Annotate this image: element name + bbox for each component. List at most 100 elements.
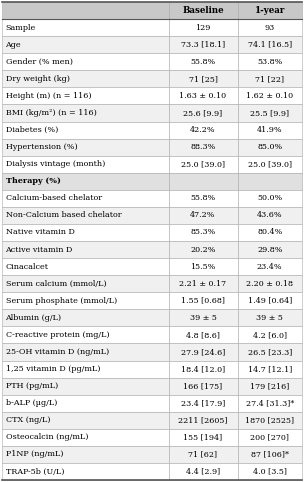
Bar — [2, 292, 168, 309]
Text: Therapy (%): Therapy (%) — [5, 177, 60, 185]
Bar — [237, 309, 302, 326]
Bar — [168, 275, 237, 292]
Text: Cinacalcet: Cinacalcet — [5, 263, 49, 270]
Text: 41.9%: 41.9% — [257, 126, 282, 134]
Bar — [168, 156, 237, 173]
Bar — [237, 463, 302, 480]
Bar — [237, 138, 302, 156]
Text: 73.3 [18.1]: 73.3 [18.1] — [181, 40, 225, 49]
Text: 25-OH vitamin D (ng/mL): 25-OH vitamin D (ng/mL) — [5, 348, 109, 356]
Bar — [237, 190, 302, 207]
Text: Serum phosphate (mmol/L): Serum phosphate (mmol/L) — [5, 297, 117, 305]
Text: 55.8%: 55.8% — [190, 58, 216, 66]
Text: PTH (pg/mL): PTH (pg/mL) — [5, 382, 58, 390]
Text: 50.0%: 50.0% — [257, 194, 282, 202]
Bar — [168, 412, 237, 429]
Bar — [237, 19, 302, 36]
Text: 71 [25]: 71 [25] — [188, 75, 217, 83]
Text: 200 [270]: 200 [270] — [250, 433, 289, 442]
Text: 25.0 [39.0]: 25.0 [39.0] — [181, 160, 225, 168]
Bar — [168, 138, 237, 156]
Bar — [237, 156, 302, 173]
Text: Active vitamin D: Active vitamin D — [5, 245, 73, 254]
Text: 4.8 [8.6]: 4.8 [8.6] — [186, 331, 220, 339]
Bar — [2, 121, 168, 138]
Bar — [168, 395, 237, 412]
Text: 2211 [2605]: 2211 [2605] — [178, 416, 228, 424]
Text: 2.20 ± 0.18: 2.20 ± 0.18 — [246, 280, 293, 288]
Text: Dialysis vintage (month): Dialysis vintage (month) — [5, 160, 105, 168]
Text: Albumin (g/L): Albumin (g/L) — [5, 314, 62, 322]
Text: BMI (kg/m²) (n = 116): BMI (kg/m²) (n = 116) — [5, 109, 96, 117]
Bar — [168, 87, 237, 105]
Bar — [237, 121, 302, 138]
Text: 129: 129 — [195, 24, 211, 32]
Bar — [2, 258, 168, 275]
Text: 39 ± 5: 39 ± 5 — [256, 314, 283, 322]
Bar — [237, 70, 302, 87]
Text: 85.0%: 85.0% — [257, 143, 282, 151]
Bar — [237, 2, 302, 19]
Text: 1870 [2525]: 1870 [2525] — [245, 416, 294, 424]
Text: 80.4%: 80.4% — [257, 228, 282, 237]
Bar — [237, 173, 302, 190]
Text: P1NP (ng/mL): P1NP (ng/mL) — [5, 450, 63, 458]
Text: 20.2%: 20.2% — [190, 245, 216, 254]
Bar — [2, 275, 168, 292]
Bar — [2, 138, 168, 156]
Bar — [237, 275, 302, 292]
Text: 43.6%: 43.6% — [257, 212, 282, 219]
Bar — [168, 344, 237, 361]
Text: Baseline: Baseline — [182, 6, 224, 15]
Text: 85.3%: 85.3% — [190, 228, 216, 237]
Text: 2.21 ± 0.17: 2.21 ± 0.17 — [179, 280, 226, 288]
Text: 74.1 [16.5]: 74.1 [16.5] — [248, 40, 292, 49]
Bar — [168, 121, 237, 138]
Bar — [2, 446, 168, 463]
Bar — [237, 207, 302, 224]
Bar — [168, 326, 237, 344]
Bar — [237, 258, 302, 275]
Text: 1,25 vitamin D (pg/mL): 1,25 vitamin D (pg/mL) — [5, 365, 100, 373]
Bar — [2, 326, 168, 344]
Text: 26.5 [23.3]: 26.5 [23.3] — [247, 348, 292, 356]
Text: Calcium-based chelator: Calcium-based chelator — [5, 194, 102, 202]
Bar — [237, 87, 302, 105]
Text: 4.2 [6.0]: 4.2 [6.0] — [253, 331, 287, 339]
Text: 71 [22]: 71 [22] — [255, 75, 284, 83]
Text: Sample: Sample — [5, 24, 36, 32]
Bar — [168, 2, 237, 19]
Bar — [2, 190, 168, 207]
Text: 55.8%: 55.8% — [190, 194, 216, 202]
Bar — [2, 224, 168, 241]
Bar — [237, 446, 302, 463]
Bar — [2, 173, 168, 190]
Bar — [2, 344, 168, 361]
Text: Height (m) (n = 116): Height (m) (n = 116) — [5, 92, 91, 100]
Bar — [237, 395, 302, 412]
Bar — [237, 429, 302, 446]
Text: 71 [62]: 71 [62] — [188, 450, 218, 458]
Text: 155 [194]: 155 [194] — [183, 433, 223, 442]
Text: C-reactive protein (mg/L): C-reactive protein (mg/L) — [5, 331, 109, 339]
Bar — [237, 241, 302, 258]
Text: 25.6 [9.9]: 25.6 [9.9] — [183, 109, 223, 117]
Text: 47.2%: 47.2% — [190, 212, 216, 219]
Bar — [2, 19, 168, 36]
Text: Dry weight (kg): Dry weight (kg) — [5, 75, 70, 83]
Bar — [168, 19, 237, 36]
Text: 1.55 [0.68]: 1.55 [0.68] — [181, 297, 225, 305]
Bar — [168, 292, 237, 309]
Text: Hypertension (%): Hypertension (%) — [5, 143, 77, 151]
Bar — [168, 173, 237, 190]
Text: Native vitamin D: Native vitamin D — [5, 228, 74, 237]
Text: 53.8%: 53.8% — [257, 58, 282, 66]
Text: 25.5 [9.9]: 25.5 [9.9] — [250, 109, 289, 117]
Text: 18.4 [12.0]: 18.4 [12.0] — [181, 365, 225, 373]
Bar — [2, 105, 168, 121]
Bar — [168, 309, 237, 326]
Bar — [2, 2, 168, 19]
Text: Gender (% men): Gender (% men) — [5, 58, 72, 66]
Bar — [2, 361, 168, 377]
Text: 1.63 ± 0.10: 1.63 ± 0.10 — [179, 92, 226, 100]
